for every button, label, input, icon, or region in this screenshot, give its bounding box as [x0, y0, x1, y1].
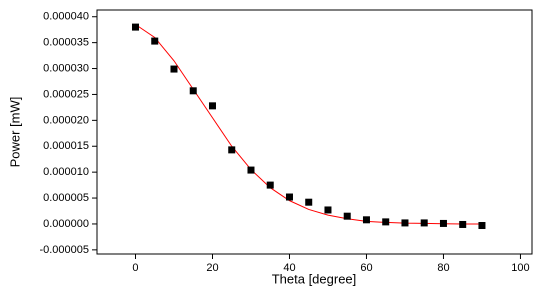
y-tick-label: 0.000035 [43, 37, 89, 49]
y-tick-label: 0.000025 [43, 88, 89, 100]
data-point [420, 219, 428, 227]
data-point [151, 37, 159, 45]
data-point [131, 23, 139, 31]
data-point [247, 166, 255, 174]
x-axis-title: Theta [degree] [272, 271, 357, 286]
data-point [285, 193, 293, 201]
y-tick-label: 0.000030 [43, 62, 89, 74]
y-tick-label: 0.000020 [43, 114, 89, 126]
y-tick-label: 0.000015 [43, 140, 89, 152]
x-tick-label: 80 [437, 262, 449, 274]
y-tick-label: -0.000005 [39, 244, 89, 256]
data-point [305, 198, 313, 206]
y-tick-label: 0.000040 [43, 11, 89, 23]
plot-frame [96, 9, 533, 255]
fit-line [135, 24, 482, 225]
y-tick-label: 0.000010 [43, 166, 89, 178]
x-tick-label: 40 [283, 262, 295, 274]
data-point [459, 220, 467, 228]
data-point [382, 218, 390, 226]
data-point [439, 219, 447, 227]
x-tick-label: 20 [206, 262, 218, 274]
data-point [170, 65, 178, 73]
data-point [343, 212, 351, 220]
data-point [401, 219, 409, 227]
y-tick-label: 0.000005 [43, 192, 89, 204]
data-point [324, 206, 332, 214]
data-point [362, 216, 370, 224]
x-tick-label: 0 [132, 262, 138, 274]
y-tick-label: 0.000000 [43, 218, 89, 230]
data-point [478, 222, 486, 230]
data-point [228, 146, 236, 154]
data-point [266, 181, 274, 189]
x-tick-label: 60 [360, 262, 372, 274]
x-tick-label: 100 [511, 262, 529, 274]
data-point [208, 102, 216, 110]
data-point [189, 87, 197, 95]
y-axis-title: Power [mW] [7, 97, 22, 168]
